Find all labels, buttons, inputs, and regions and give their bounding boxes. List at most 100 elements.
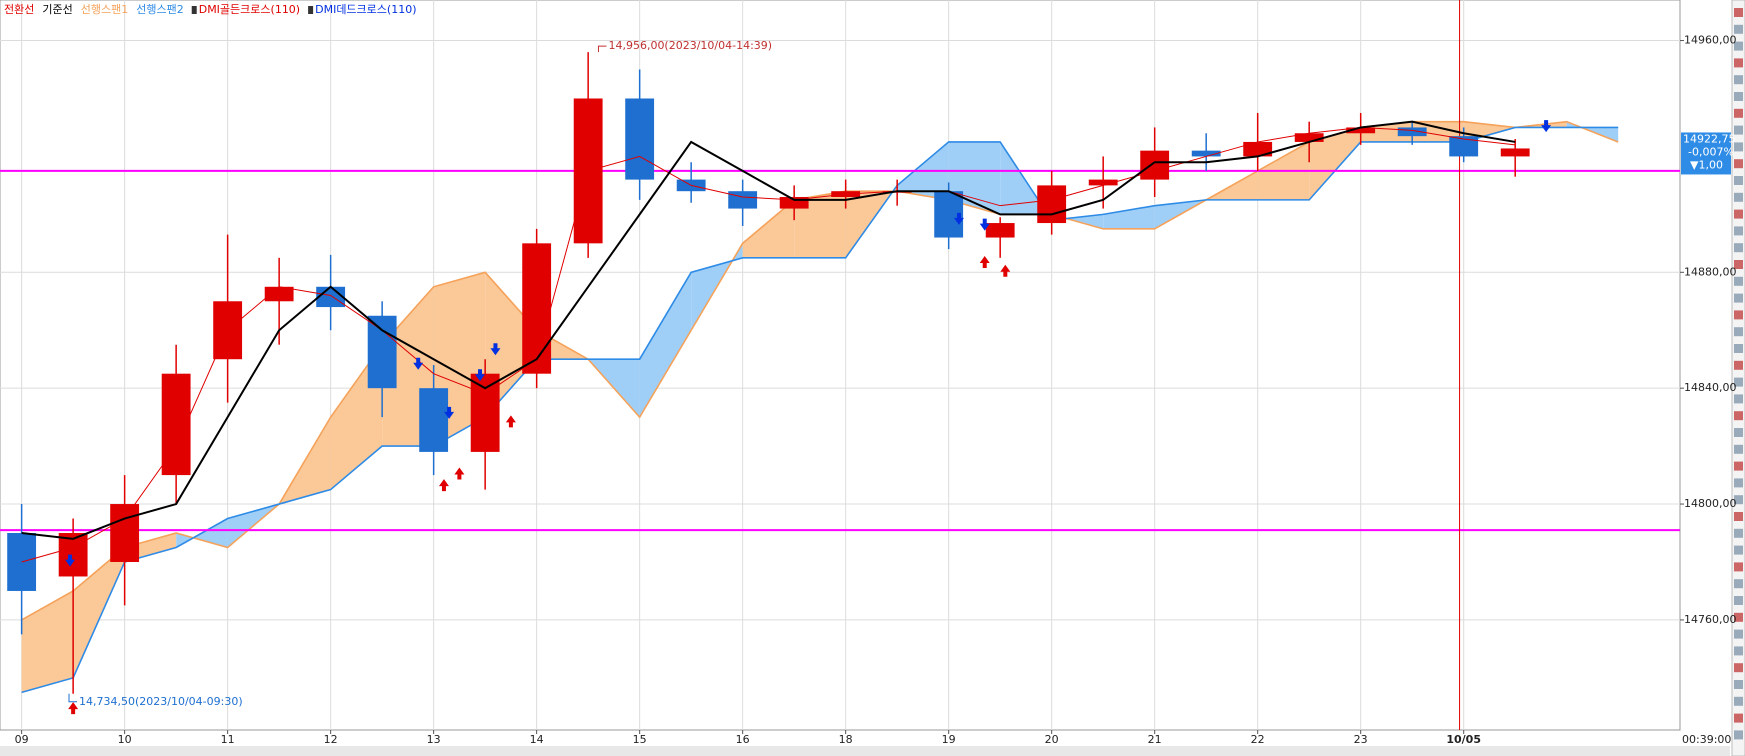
x-tick-label: 12: [324, 733, 338, 746]
cloud-segment: [742, 199, 795, 258]
signal-arrow: [413, 357, 424, 370]
legend-icon: [191, 6, 197, 14]
toolbar-icon[interactable]: [1734, 75, 1743, 85]
toolbar-icon[interactable]: [1734, 629, 1743, 639]
toolbar-icon[interactable]: [1734, 125, 1743, 135]
cloud-segment: [639, 272, 692, 418]
toolbar-icon[interactable]: [1734, 360, 1743, 370]
toolbar-icon[interactable]: [1734, 192, 1743, 202]
candle-body: [1294, 133, 1324, 142]
toolbar-icon[interactable]: [1734, 495, 1743, 505]
indicator-line: [21, 126, 1516, 563]
candle-body: [728, 191, 758, 209]
toolbar-icon[interactable]: [1734, 562, 1743, 572]
x-tick-label: 15: [633, 733, 647, 746]
toolbar-icon[interactable]: [1734, 92, 1743, 101]
legend-entry: 선행스팬2: [136, 3, 183, 16]
toolbar-icon[interactable]: [1734, 310, 1743, 320]
toolbar-icon[interactable]: [1734, 276, 1743, 286]
toolbar-icon[interactable]: [1734, 461, 1743, 471]
toolbar-icon[interactable]: [1734, 41, 1743, 51]
cloud-segment: [73, 547, 125, 678]
toolbar-icon[interactable]: [1734, 243, 1743, 253]
toolbar-icon[interactable]: [1734, 596, 1743, 605]
toolbar-icon[interactable]: [1734, 680, 1743, 689]
candle-body: [1037, 185, 1067, 224]
scrollbar[interactable]: [0, 746, 1730, 756]
toolbar-icon[interactable]: [1734, 58, 1743, 68]
x-tick-label: 16: [736, 733, 750, 746]
cloud-segment: [1309, 127, 1361, 200]
signal-arrow: [505, 415, 516, 428]
candle-body: [522, 243, 552, 374]
annotation-leader: [597, 45, 607, 53]
legend-entry: 전환선: [4, 3, 34, 16]
candle-body: [985, 223, 1015, 238]
toolbar-icon[interactable]: [1734, 24, 1743, 34]
x-tick-label: 18: [839, 733, 853, 746]
annotation-leader: [68, 693, 78, 703]
toolbar-icon[interactable]: [1734, 612, 1743, 622]
toolbar-icon[interactable]: [1734, 713, 1743, 723]
toolbar-icon[interactable]: [1734, 646, 1743, 656]
legend-entry: 기준선: [42, 3, 72, 16]
cloud-segment: [1103, 205, 1155, 229]
candle-body: [1397, 127, 1427, 137]
signal-arrow: [68, 702, 79, 715]
signal-arrow: [454, 467, 465, 480]
toolbar-icon[interactable]: [1734, 512, 1743, 521]
toolbar-icon[interactable]: [1734, 411, 1743, 421]
indicator-line: [21, 120, 1516, 540]
toolbar-icon[interactable]: [1734, 663, 1743, 673]
x-tick-label: 21: [1148, 733, 1162, 746]
toolbar-icon[interactable]: [1734, 528, 1743, 538]
annotation: 14,956,00(2023/10/04-14:39): [608, 39, 772, 52]
x-tick-label: 11: [221, 733, 235, 746]
toolbar-icon[interactable]: [1734, 545, 1743, 555]
candle-body: [470, 373, 500, 452]
candle-body: [110, 504, 140, 562]
candle-body: [1243, 141, 1273, 157]
y-tick-label: 14840,00: [1684, 381, 1737, 394]
x-tick-label: 19: [942, 733, 956, 746]
x-tick-label: 22: [1251, 733, 1265, 746]
price-change: -0,007%: [1688, 145, 1734, 158]
toolbar-icon[interactable]: [1734, 377, 1743, 387]
toolbar-icon[interactable]: [1734, 209, 1743, 219]
toolbar-icon[interactable]: [1734, 293, 1743, 303]
x-tick-label: 23: [1354, 733, 1368, 746]
toolbar: [1731, 0, 1745, 756]
toolbar-icon[interactable]: [1734, 142, 1743, 152]
toolbar-icon[interactable]: [1734, 176, 1743, 185]
toolbar-icon[interactable]: [1734, 260, 1743, 269]
x-tick-label: 09: [15, 733, 29, 746]
signal-arrow: [475, 369, 485, 382]
toolbar-icon[interactable]: [1734, 327, 1743, 337]
toolbar-icon[interactable]: [1734, 730, 1743, 740]
x-tick-label: 10/05: [1446, 733, 1481, 746]
price-box: [1681, 132, 1731, 175]
toolbar-icon[interactable]: [1734, 428, 1743, 437]
signal-arrow: [1541, 120, 1552, 133]
legend-entry: 선행스팬1: [81, 3, 128, 16]
toolbar-icon[interactable]: [1734, 108, 1743, 118]
candle-body: [58, 533, 88, 577]
span-line: [21, 126, 1619, 694]
x-tick-label: 20: [1045, 733, 1059, 746]
toolbar-icon[interactable]: [1734, 579, 1743, 589]
signal-arrow: [953, 212, 964, 225]
toolbar-icon[interactable]: [1734, 394, 1743, 404]
toolbar-icon[interactable]: [1734, 696, 1743, 706]
signal-arrow: [65, 554, 76, 567]
toolbar-icon[interactable]: [1734, 478, 1743, 488]
toolbar-icon[interactable]: [1734, 444, 1743, 454]
toolbar-icon[interactable]: [1734, 226, 1743, 236]
toolbar-icon[interactable]: [1734, 8, 1743, 17]
toolbar-icon[interactable]: [1734, 159, 1743, 169]
toolbar-icon[interactable]: [1734, 344, 1743, 353]
plot-area: [0, 0, 1681, 731]
candle-body: [1449, 136, 1479, 157]
candle-body: [1346, 127, 1376, 134]
candle-body: [625, 98, 655, 180]
y-tick-label: 14880,00: [1684, 265, 1737, 278]
